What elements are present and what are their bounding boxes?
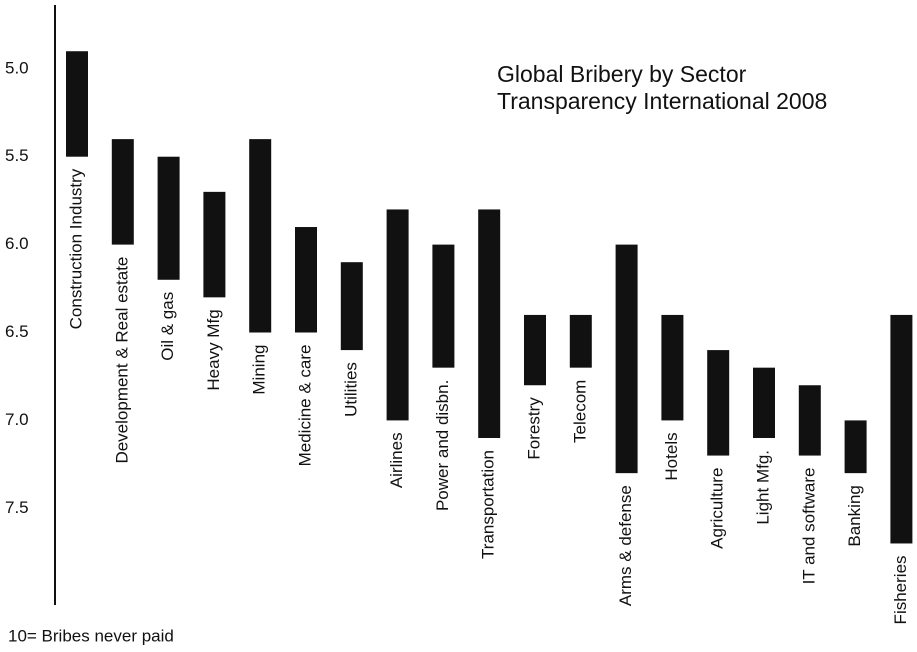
- bar: [157, 156, 180, 280]
- category-label: IT and software: [799, 468, 818, 585]
- category-label: Forestry: [524, 397, 543, 460]
- category-label: Construction Industry: [66, 168, 85, 329]
- y-tick-label: 5.5: [5, 146, 29, 165]
- annotation: 10= Bribes never paid: [8, 626, 174, 645]
- bar: [111, 139, 134, 245]
- category-label: Arms & defense: [616, 485, 635, 606]
- y-tick-label: 7.5: [5, 498, 29, 517]
- bar: [432, 244, 455, 368]
- bar: [203, 191, 226, 298]
- bar: [340, 262, 363, 351]
- bar: [295, 227, 317, 333]
- chart-title: Global Bribery by Sector: [497, 61, 747, 87]
- y-tick-label: 7.0: [5, 410, 29, 429]
- bar: [386, 209, 409, 421]
- category-label: Heavy Mfg: [204, 309, 223, 390]
- bar: [249, 139, 272, 333]
- category-label: Utilities: [341, 362, 360, 417]
- category-label: Transportation: [479, 450, 498, 559]
- category-label: Power and disbn.: [433, 380, 452, 511]
- bar: [478, 209, 501, 438]
- bar: [524, 314, 546, 386]
- bar: [844, 420, 867, 474]
- category-label: Banking: [845, 485, 864, 546]
- y-tick-label: 5.0: [5, 58, 29, 77]
- bar: [615, 244, 638, 474]
- category-label: Light Mfg.: [753, 450, 772, 525]
- bar: [569, 314, 592, 368]
- category-label: Agriculture: [708, 468, 727, 549]
- bar: [753, 367, 775, 438]
- bar: [798, 385, 821, 456]
- bar: [890, 314, 913, 544]
- category-label: Development & Real estate: [112, 257, 131, 464]
- bar: [707, 350, 730, 456]
- bar: [661, 314, 684, 421]
- y-tick-label: 6.5: [5, 322, 29, 341]
- category-label: Oil & gas: [158, 292, 177, 361]
- category-label: Medicine & care: [295, 345, 314, 467]
- bar: [66, 51, 88, 157]
- category-label: Fisheries: [891, 555, 910, 624]
- category-label: Airlines: [387, 432, 406, 488]
- category-label: Hotels: [662, 432, 681, 480]
- category-label: Telecom: [570, 380, 589, 443]
- chart-subtitle: Transparency International 2008: [497, 88, 827, 114]
- category-label: Mining: [250, 345, 269, 395]
- y-tick-label: 6.0: [5, 234, 29, 253]
